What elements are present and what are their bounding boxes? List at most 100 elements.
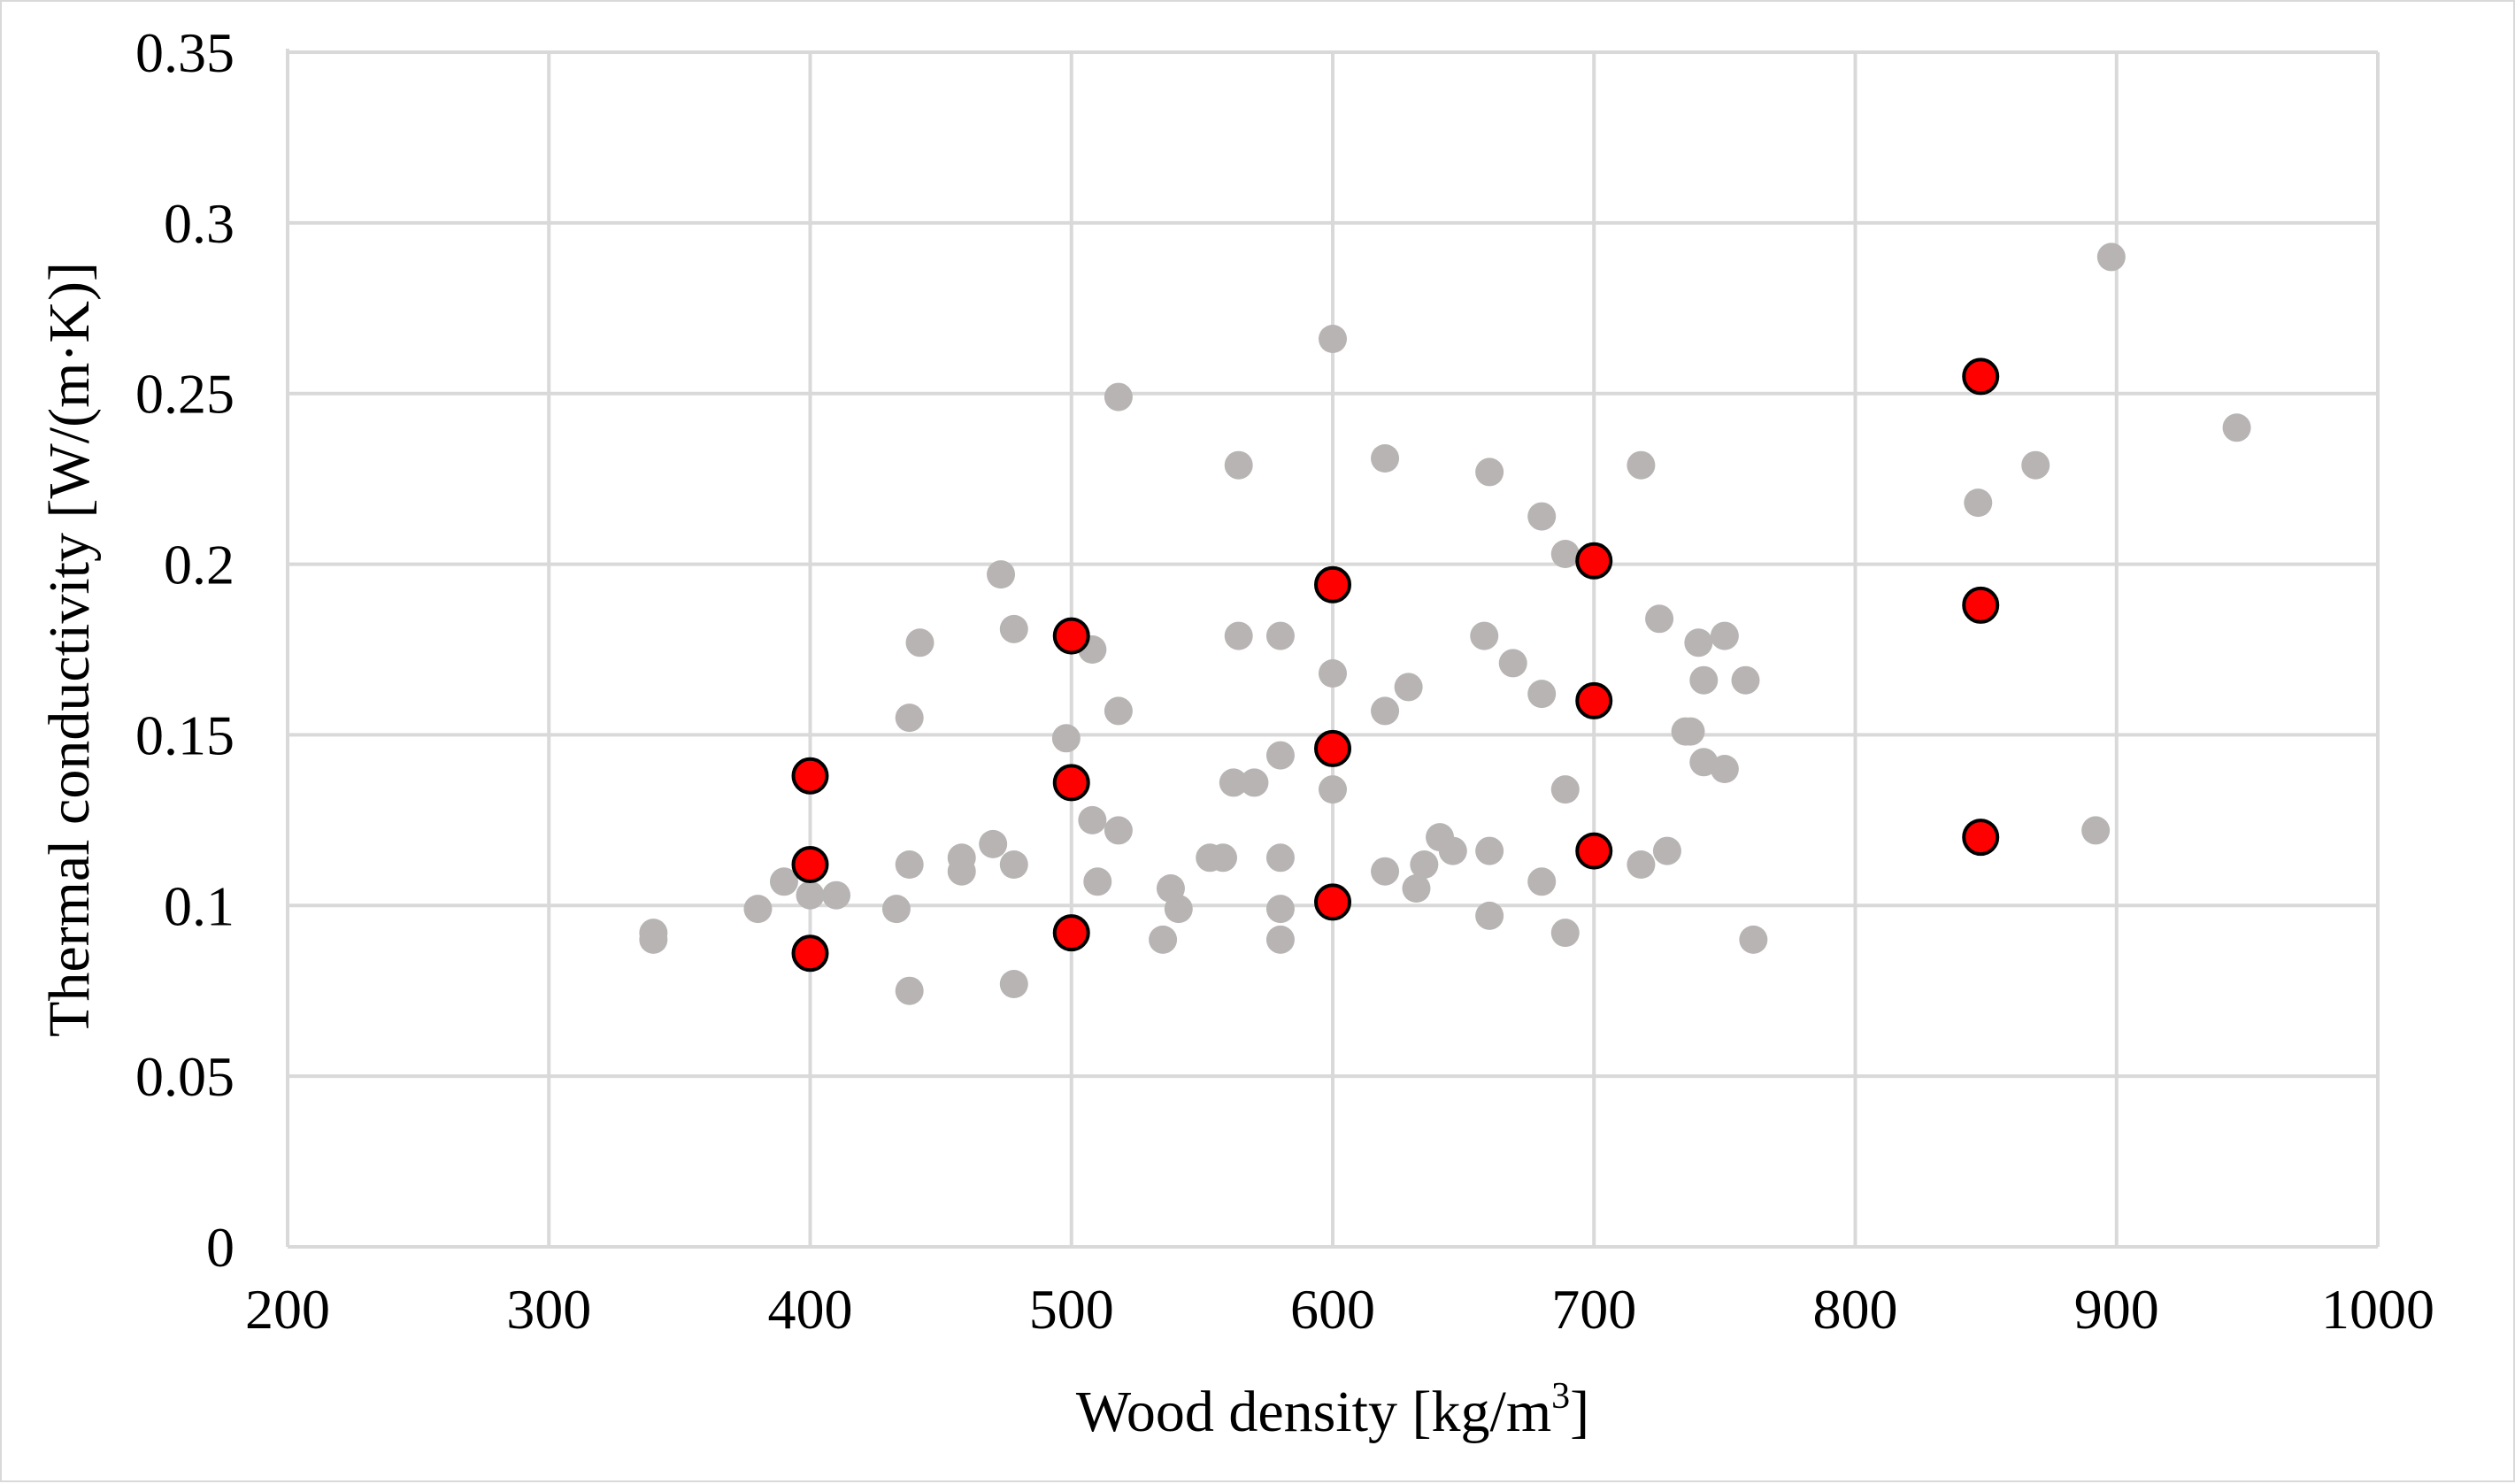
gray-data-point xyxy=(1710,755,1739,783)
gray-data-point xyxy=(1527,502,1557,531)
x-tick-label: 600 xyxy=(1290,1278,1375,1341)
y-tick-label: 0.3 xyxy=(164,192,235,255)
gray-data-point xyxy=(999,614,1028,643)
gray-data-point xyxy=(1527,680,1557,709)
gray-data-point xyxy=(1051,724,1081,753)
x-axis-title-sup: 3 xyxy=(1551,1376,1570,1417)
x-tick-label: 900 xyxy=(2074,1278,2159,1341)
gray-data-point xyxy=(987,560,1016,589)
gray-data-point xyxy=(1689,665,1719,695)
gray-data-point xyxy=(1438,836,1467,865)
gray-data-point xyxy=(881,895,911,924)
data-points xyxy=(639,242,2251,1005)
gray-data-point xyxy=(2081,816,2111,845)
gray-data-point xyxy=(743,895,773,924)
gray-data-point xyxy=(999,850,1028,879)
gray-data-point xyxy=(1319,325,1347,353)
axes xyxy=(286,49,2378,1249)
gray-data-point xyxy=(1224,450,1253,480)
red-data-point xyxy=(1575,832,1613,870)
red-data-point xyxy=(1575,542,1613,580)
x-tick-label: 500 xyxy=(1029,1278,1114,1341)
x-tick-label: 800 xyxy=(1813,1278,1898,1341)
red-data-point xyxy=(1052,764,1090,802)
x-tick-label: 400 xyxy=(768,1278,853,1341)
gray-data-point xyxy=(905,628,934,657)
gray-data-point xyxy=(1627,450,1656,480)
gray-data-point xyxy=(1402,874,1431,903)
gray-data-point xyxy=(1550,919,1580,948)
y-tick-label: 0.2 xyxy=(164,534,235,596)
gray-data-point xyxy=(1475,901,1504,930)
gray-data-point xyxy=(1652,836,1681,865)
gray-data-point xyxy=(2222,413,2251,442)
gray-data-point xyxy=(1498,649,1527,678)
red-data-point xyxy=(1314,565,1351,604)
red-data-point xyxy=(1314,883,1351,921)
red-data-point xyxy=(791,934,829,973)
y-tick-label: 0.15 xyxy=(135,704,235,766)
y-axis-title: Thermal conductivity [W/(m·K)] xyxy=(37,262,102,1037)
gray-data-point xyxy=(1265,843,1295,873)
gray-data-point xyxy=(1550,775,1580,804)
gray-data-point xyxy=(2021,450,2050,480)
x-tick-label: 1000 xyxy=(2321,1278,2434,1341)
gray-data-point xyxy=(947,857,976,886)
gray-data-point xyxy=(1083,867,1112,896)
red-data-point xyxy=(1962,819,2000,857)
grid-lines xyxy=(288,50,2380,1247)
gray-data-point xyxy=(1410,850,1439,879)
gray-data-point xyxy=(1149,925,1178,954)
y-tick-label: 0.35 xyxy=(135,21,235,84)
gray-data-point xyxy=(1550,540,1580,568)
x-axis-title-main: Wood density [kg/m xyxy=(1076,1380,1551,1444)
gray-data-point xyxy=(1676,717,1705,746)
red-data-point xyxy=(1314,729,1351,767)
x-tick-label: 700 xyxy=(1551,1278,1636,1341)
red-data-point xyxy=(1052,617,1090,655)
gray-data-point xyxy=(1371,857,1400,886)
gray-data-point xyxy=(1319,775,1347,804)
gray-data-point xyxy=(1394,673,1423,702)
gray-data-point xyxy=(1208,843,1237,873)
tick-labels: 200 300 400 500 600 700 800 900 1000 0 0.05 0.1 0.15… xyxy=(135,21,2434,1341)
gray-data-point xyxy=(1527,867,1557,896)
gray-data-point xyxy=(895,976,924,1005)
gray-data-point xyxy=(796,880,825,910)
gray-data-point xyxy=(769,867,798,896)
gray-data-point xyxy=(1164,895,1193,924)
red-data-point xyxy=(1575,681,1613,719)
gray-data-point xyxy=(999,970,1028,998)
gray-data-point xyxy=(1475,836,1504,865)
y-tick-label: 0.25 xyxy=(135,363,235,426)
red-data-point xyxy=(1962,586,2000,624)
gray-data-point xyxy=(2096,242,2126,272)
gray-data-point xyxy=(1964,488,1993,518)
gray-data-point xyxy=(1710,621,1739,650)
gray-data-point xyxy=(1265,895,1295,924)
gray-data-point xyxy=(1371,444,1400,473)
gray-data-point xyxy=(822,880,851,910)
gray-data-point xyxy=(1627,850,1656,879)
gray-data-point xyxy=(1684,628,1713,657)
y-tick-label: 0.05 xyxy=(135,1045,235,1108)
gray-data-point xyxy=(1240,768,1269,797)
red-data-point xyxy=(791,757,829,795)
gray-data-point xyxy=(1104,696,1133,726)
gray-data-point xyxy=(979,829,1008,858)
gray-data-point xyxy=(895,850,924,879)
red-data-point xyxy=(1962,358,2000,396)
y-tick-label: 0.1 xyxy=(164,874,235,937)
gray-data-point xyxy=(1475,458,1504,487)
x-tick-label: 300 xyxy=(506,1278,591,1341)
red-data-point xyxy=(791,846,829,883)
gray-data-point xyxy=(1731,665,1760,695)
x-axis-title: Wood density [kg/m3] xyxy=(1076,1376,1589,1444)
y-tick-label: 0 xyxy=(206,1216,235,1279)
x-axis-title-suffix: ] xyxy=(1570,1380,1589,1444)
gray-data-point xyxy=(895,704,924,733)
gray-data-point xyxy=(1470,621,1499,650)
gray-data-point xyxy=(1219,768,1248,797)
